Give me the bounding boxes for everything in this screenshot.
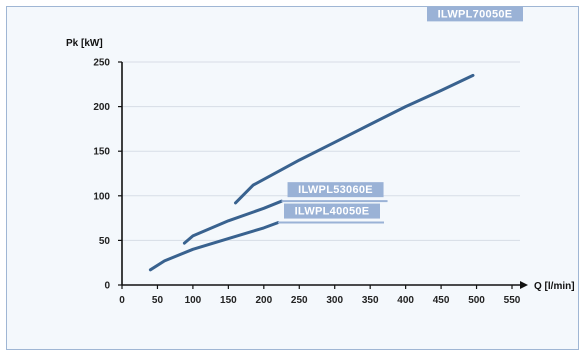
x-axis-label: Q [l/min]: [534, 281, 575, 292]
series-line-ilwpl40050e: [148, 221, 280, 272]
x-axis-arrow: [520, 281, 528, 289]
series-label: ILWPL53060E: [298, 184, 373, 196]
x-tick-label: 350: [362, 295, 379, 306]
x-tick-label: 550: [504, 295, 521, 306]
chart-frame: [6, 6, 579, 350]
y-axis-label: Pk [kW]: [66, 38, 103, 49]
series-label-background: [287, 182, 384, 198]
label-layer: ILWPL70050E ILWPL53060E ILWPL40050E: [278, 6, 523, 224]
x-tick-label: 450: [433, 295, 450, 306]
x-tick-label: 0: [119, 295, 125, 306]
y-tick-label: 150: [93, 147, 110, 158]
y-tick-label: 200: [93, 102, 110, 113]
x-tick-label: 200: [255, 295, 272, 306]
series-label: ILWPL70050E: [438, 8, 513, 20]
x-tick-label: 400: [397, 295, 414, 306]
x-tick-label: 500: [468, 295, 485, 306]
series-label-background: [427, 6, 523, 22]
y-tick-label: 100: [93, 191, 110, 202]
x-tick-label: 250: [291, 295, 308, 306]
y-tick-label: 50: [99, 236, 111, 247]
series-label-background: [284, 203, 380, 219]
series-layer: [148, 73, 475, 272]
axis-layer: Pk [kW] Q [l/min]: [66, 38, 575, 292]
x-tick-label: 300: [326, 295, 343, 306]
series-label: ILWPL40050E: [295, 206, 370, 218]
y-tick-label: 0: [104, 281, 110, 292]
x-tick-label: 100: [185, 295, 202, 306]
x-tick-label: 150: [220, 295, 237, 306]
y-tick-label: 250: [93, 58, 110, 69]
tick-layer: 0 50 100 150 200 250 0 50 100 150 200 250 300 350 400 4…: [93, 58, 520, 307]
series-line-ilwpl70050e: [234, 73, 475, 205]
x-tick-label: 50: [152, 295, 164, 306]
